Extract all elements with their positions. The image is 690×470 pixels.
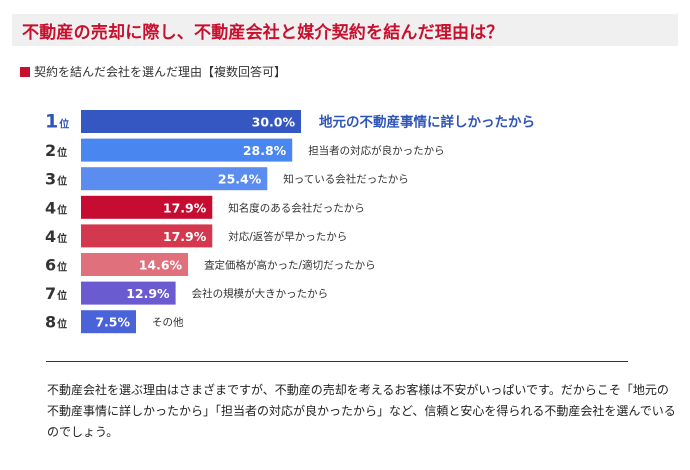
- bar: [81, 195, 213, 219]
- rank-suffix: 位: [57, 203, 67, 216]
- chart-subtitle-text: 契約を結んだ会社を選んだ理由【複数回答可】: [34, 65, 287, 79]
- bar-category-label: 会社の規模が大きかったから: [192, 287, 329, 300]
- bar: [81, 167, 268, 191]
- rank-number: 8: [45, 313, 56, 332]
- rank-suffix: 位: [57, 146, 67, 159]
- bar-category-label: 対応/返答が早かったから: [228, 230, 347, 243]
- rank-suffix: 位: [59, 118, 69, 131]
- rank-label: 7位: [45, 284, 67, 303]
- bar-category-label: その他: [152, 316, 184, 329]
- rank-number: 6: [45, 256, 56, 275]
- bar-value-label: 12.9%: [126, 286, 170, 301]
- rank-label: 8位: [45, 313, 67, 332]
- bar: [81, 253, 189, 276]
- rank-suffix: 位: [57, 175, 67, 188]
- body-text: 不動産会社を選ぶ理由はさまざまですが、不動産の売却を考えるお客様は不安がいっぱい…: [47, 383, 676, 439]
- bar-value-label: 28.8%: [243, 143, 287, 158]
- bar-category-label: 担当者の対応が良かったから: [308, 144, 445, 157]
- rank-number: 4: [45, 227, 56, 246]
- rank-number: 2: [45, 141, 56, 160]
- bar-value-label: 7.5%: [95, 315, 130, 330]
- rank-label: 1位: [45, 111, 69, 133]
- bar-category-label: 知っている会社だったから: [283, 173, 408, 186]
- bar-value-label: 30.0%: [252, 115, 296, 130]
- rank-number: 3: [45, 170, 56, 189]
- bar: [81, 224, 213, 248]
- rank-label: 2位: [45, 141, 67, 160]
- red-square-icon: [20, 66, 30, 77]
- page-title: 不動産の売却に際し、不動産会社と媒介契約を結んだ理由は？: [22, 22, 504, 43]
- bar-value-label: 25.4%: [218, 172, 262, 187]
- chart-subtitle: 契約を結んだ会社を選んだ理由【複数回答可】: [20, 63, 286, 80]
- rank-label: 6位: [45, 256, 67, 275]
- rank-suffix: 位: [57, 318, 67, 331]
- bar: [81, 281, 176, 305]
- bar-category-label: 知名度のある会社だったから: [228, 201, 365, 214]
- bar-value-label: 14.6%: [139, 258, 183, 273]
- rank-number: 4: [45, 198, 56, 217]
- bar-value-label: 17.9%: [163, 200, 207, 215]
- rank-number: 1: [45, 111, 58, 133]
- rank-number: 7: [45, 284, 56, 303]
- rank-suffix: 位: [57, 261, 67, 274]
- rank-label: 3位: [45, 170, 67, 189]
- title-bar: 不動産の売却に際し、不動産会社と媒介契約を結んだ理由は？: [12, 14, 678, 46]
- rank-suffix: 位: [57, 232, 67, 245]
- rank-suffix: 位: [57, 289, 67, 302]
- bar: [81, 310, 136, 334]
- rank-label: 4位: [45, 198, 67, 217]
- bar-value-label: 17.9%: [163, 229, 207, 244]
- bar-category-label: 地元の不動産事情に詳しかったから: [319, 114, 535, 131]
- bar-category-label: 査定価格が高かった/適切だったから: [204, 259, 376, 272]
- rank-label: 4位: [45, 227, 67, 246]
- divider: [46, 361, 628, 362]
- bar: [81, 110, 301, 133]
- bar: [81, 138, 293, 162]
